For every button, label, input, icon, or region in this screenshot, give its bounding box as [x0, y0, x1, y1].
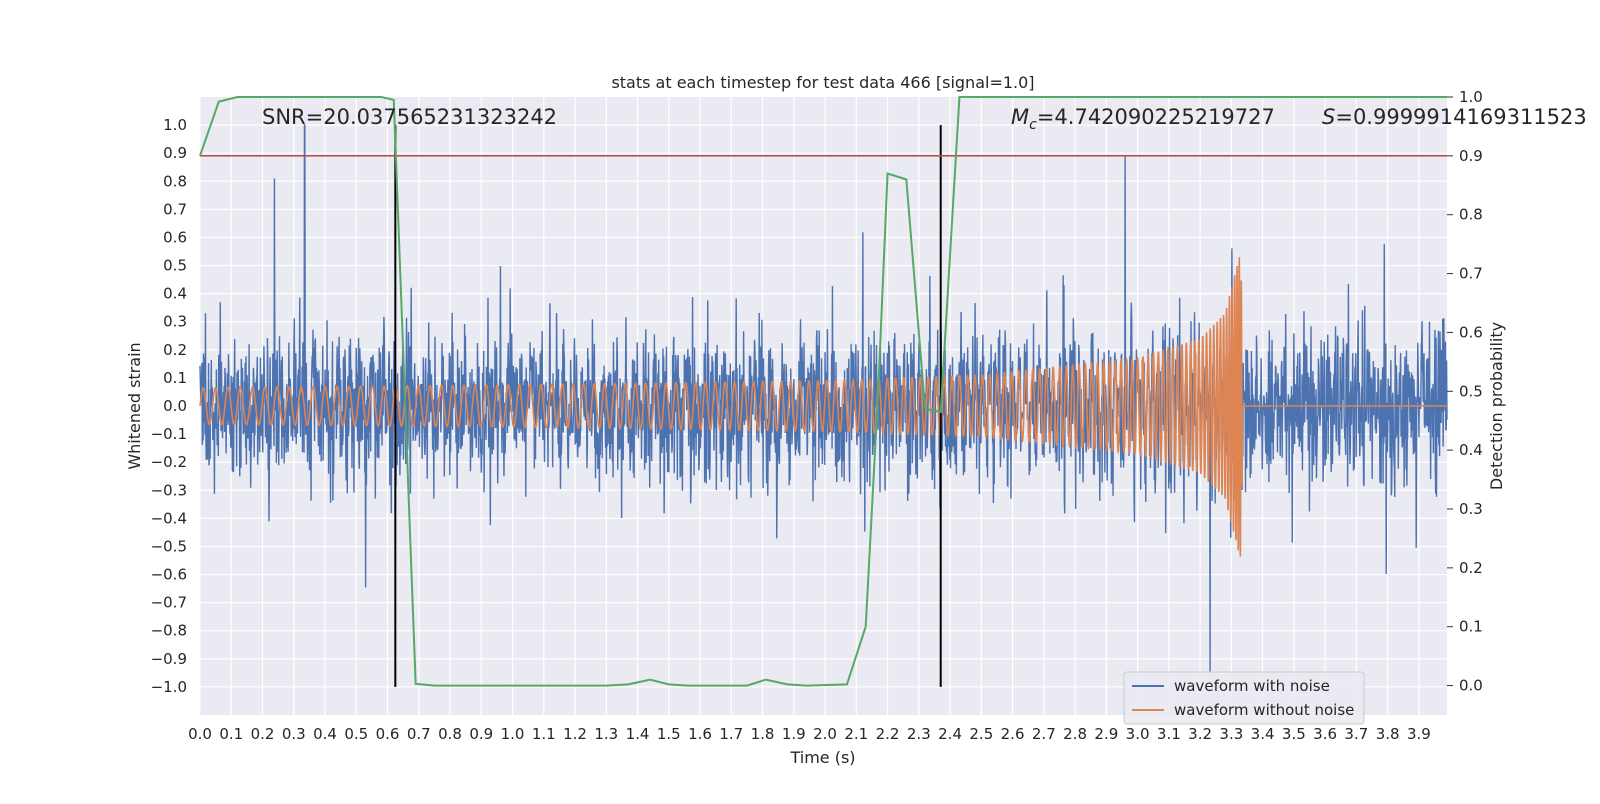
y-tick-label: −1.0 [151, 678, 187, 696]
y2-tick-label: 0.6 [1459, 323, 1483, 341]
y-tick-label: 0.3 [163, 313, 187, 331]
score-annotation: S=0.9999914169311523 [1322, 105, 1587, 129]
x-tick-label: 2.4 [938, 725, 962, 743]
chirp-mass-symbol: M [1011, 105, 1029, 129]
chirp-mass-annotation: Mc=4.742090225219727 [1011, 105, 1275, 133]
y2-tick-label: 0.5 [1459, 382, 1483, 400]
x-tick-label: 0.4 [313, 725, 337, 743]
y-axis-label: Whitened strain [125, 342, 144, 469]
clean-series-layer [199, 257, 1447, 557]
y-tick-label: 0.7 [163, 200, 187, 218]
y-tick-label: 0.2 [163, 341, 187, 359]
score-value: =0.9999914169311523 [1335, 105, 1586, 129]
x-tick-label: 3.6 [1313, 725, 1337, 743]
y2-tick-label: 1.0 [1459, 88, 1483, 106]
score-symbol: S [1322, 105, 1335, 129]
y-tick-label: 1.0 [163, 116, 187, 134]
probability-series-layer [199, 96, 1447, 687]
chirp-mass-value: =4.742090225219727 [1037, 105, 1275, 129]
x-tick-label: 1.1 [532, 725, 556, 743]
x-tick-label: 2.5 [969, 725, 993, 743]
x-tick-label: 1.9 [782, 725, 806, 743]
y2-tick-label: 0.3 [1459, 500, 1483, 518]
y2-tick-label: 0.7 [1459, 265, 1483, 283]
y-tick-label: 0.9 [163, 144, 187, 162]
x-tick-label: 0.1 [219, 725, 243, 743]
grid-layer [199, 97, 1447, 715]
x-tick-label: 0.5 [344, 725, 368, 743]
x-tick-label: 1.5 [657, 725, 681, 743]
x-tick-label: 3.8 [1376, 725, 1400, 743]
x-tick-label: 2.2 [876, 725, 900, 743]
y-tick-label: −0.2 [151, 453, 187, 471]
y-tick-label: −0.7 [151, 594, 187, 612]
y-tick-label: 0.6 [163, 228, 187, 246]
x-tick-label: 0.9 [469, 725, 493, 743]
x-tick-label: 2.9 [1094, 725, 1118, 743]
y2-tick-label: 0.4 [1459, 441, 1483, 459]
y-tick-label: −0.9 [151, 650, 187, 668]
clean-waveform-line [199, 257, 1447, 557]
x-tick-label: 1.0 [501, 725, 525, 743]
legend-box [1123, 671, 1365, 725]
x-axis-label: Time (s) [789, 748, 855, 767]
y-tick-label: −0.3 [151, 481, 187, 499]
x-tick-label: 0.0 [188, 725, 212, 743]
y-tick-label: 0.1 [163, 369, 187, 387]
legend-label-noisy: waveform with noise [1174, 677, 1330, 695]
y2-tick-label: 0.9 [1459, 147, 1483, 165]
x-tick-label: 1.8 [751, 725, 775, 743]
x-tick-label: 1.2 [563, 725, 587, 743]
y-tick-label: 0.8 [163, 172, 187, 190]
chart-title: stats at each timestep for test data 466… [611, 73, 1034, 92]
x-tick-label: 2.0 [813, 725, 837, 743]
detection-probability-line [199, 96, 1447, 687]
x-tick-label: 0.8 [438, 725, 462, 743]
y-tick-label: −0.8 [151, 622, 187, 640]
legend: waveform with noise waveform without noi… [1123, 671, 1365, 725]
x-tick-label: 1.7 [719, 725, 743, 743]
x-tick-label: 2.7 [1032, 725, 1056, 743]
x-tick-label: 2.8 [1063, 725, 1087, 743]
x-tick-label: 2.1 [844, 725, 868, 743]
x-tick-label: 3.1 [1157, 725, 1181, 743]
x-tick-label: 3.4 [1251, 725, 1275, 743]
y-tick-label: −0.1 [151, 425, 187, 443]
snr-annotation: SNR=20.037565231323242 [262, 105, 557, 129]
y-tick-label: −0.6 [151, 566, 187, 584]
x-tick-label: 1.4 [626, 725, 650, 743]
y2-tick-label: 0.2 [1459, 559, 1483, 577]
x-tick-label: 1.3 [594, 725, 618, 743]
x-tick-label: 3.0 [1126, 725, 1150, 743]
y-tick-label: 0.5 [163, 257, 187, 275]
x-tick-label: 3.9 [1407, 725, 1431, 743]
x-tick-label: 1.6 [688, 725, 712, 743]
x-tick-label: 0.2 [251, 725, 275, 743]
x-tick-label: 3.7 [1344, 725, 1368, 743]
y-tick-label: −0.4 [151, 509, 187, 527]
y-tick-label: −0.5 [151, 537, 187, 555]
x-tick-label: 3.5 [1282, 725, 1306, 743]
legend-label-clean: waveform without noise [1174, 701, 1354, 719]
x-tick-label: 0.3 [282, 725, 306, 743]
x-tick-label: 3.3 [1219, 725, 1243, 743]
y2-tick-label: 0.8 [1459, 206, 1483, 224]
y2-tick-label: 0.1 [1459, 618, 1483, 636]
chirp-mass-subscript: c [1029, 117, 1037, 133]
y2-axis-label: Detection probability [1487, 322, 1506, 490]
y-tick-label: 0.4 [163, 285, 187, 303]
x-tick-label: 3.2 [1188, 725, 1212, 743]
x-tick-label: 2.6 [1001, 725, 1025, 743]
x-tick-label: 0.6 [376, 725, 400, 743]
y-tick-label: 0.0 [163, 397, 187, 415]
y2-tick-label: 0.0 [1459, 677, 1483, 695]
x-tick-label: 0.7 [407, 725, 431, 743]
tick-layer: 0.0 0.1 0.2 0.3 0.4 0.5 0.6 0.7 0.8 0.9 1.0 1.1 1.2 1… [151, 88, 1483, 743]
x-tick-label: 2.3 [907, 725, 931, 743]
